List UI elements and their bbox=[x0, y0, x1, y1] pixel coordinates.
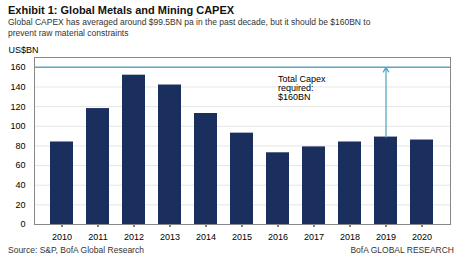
svg-text:120: 120 bbox=[10, 101, 25, 111]
svg-text:2019: 2019 bbox=[376, 232, 396, 242]
html-text:prevent raw material constrain: prevent raw material constraints bbox=[8, 28, 129, 38]
svg-text:2011: 2011 bbox=[88, 232, 107, 242]
svg-text:US$BN: US$BN bbox=[9, 45, 39, 55]
svg-text:2012: 2012 bbox=[124, 232, 144, 242]
html-text:Exhibit 1: Global Metals and M: Exhibit 1: Global Metals and Mining CAPE… bbox=[8, 4, 235, 16]
svg-text:2016: 2016 bbox=[268, 232, 288, 242]
svg-text:20: 20 bbox=[15, 200, 25, 210]
svg-text:2015: 2015 bbox=[232, 232, 252, 242]
svg-text:100: 100 bbox=[10, 121, 25, 131]
svg-text:2018: 2018 bbox=[340, 232, 360, 242]
svg-text:2013: 2013 bbox=[160, 232, 180, 242]
svg-text:2014: 2014 bbox=[196, 232, 216, 242]
svg-text:160: 160 bbox=[10, 62, 25, 72]
svg-text:80: 80 bbox=[15, 141, 25, 151]
svg-text:0: 0 bbox=[20, 219, 25, 229]
svg-text:140: 140 bbox=[10, 82, 25, 92]
svg-text:40: 40 bbox=[15, 180, 25, 190]
html-text:BofA GLOBAL RESEARCH: BofA GLOBAL RESEARCH bbox=[350, 245, 454, 255]
svg-text:2017: 2017 bbox=[304, 232, 324, 242]
svg-text:Total Capexrequired:$160BN: Total Capexrequired:$160BN bbox=[278, 74, 326, 102]
html-text:Global CAPEX has averaged arou: Global CAPEX has averaged around $99.5BN… bbox=[8, 17, 371, 27]
svg-text:2010: 2010 bbox=[52, 232, 72, 242]
svg-text:60: 60 bbox=[15, 160, 25, 170]
html-text:Source: S&P, BofA Global Resea: Source: S&P, BofA Global Research bbox=[8, 245, 144, 255]
svg-text:2020: 2020 bbox=[412, 232, 432, 242]
